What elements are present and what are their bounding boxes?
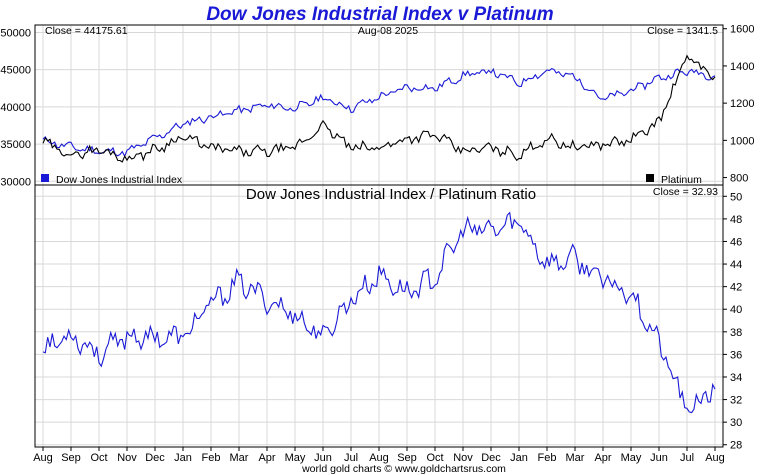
platinum-close-label: Close = 1341.5	[647, 25, 718, 37]
x-tick-label: Sep	[397, 452, 417, 464]
x-tick-label: Oct	[426, 452, 443, 464]
dow-axis-tick-label: 40000	[0, 102, 31, 114]
x-tick-label: Dec	[145, 452, 165, 464]
ratio-axis-tick-label: 40	[730, 304, 742, 316]
dow-close-label: Close = 44175.61	[45, 25, 128, 37]
x-tick-label: Sep	[61, 452, 81, 464]
platinum-axis-tick-label: 800	[730, 173, 748, 185]
chart-title: Dow Jones Industrial Index v Platinum	[206, 4, 553, 25]
x-tick-label: Aug	[369, 452, 389, 464]
ratio-axis-tick-label: 30	[730, 417, 742, 429]
x-tick-label: Mar	[230, 452, 249, 464]
platinum-legend-swatch	[646, 174, 654, 182]
dow-axis-tick-label: 35000	[0, 139, 31, 151]
bottom-gridlines	[35, 185, 727, 451]
date-label: Aug-08 2025	[358, 25, 418, 37]
x-tick-label: Jun	[314, 452, 332, 464]
dow-legend-swatch	[41, 174, 49, 182]
platinum-axis-tick-label: 1600	[730, 24, 754, 36]
ratio-axis-tick-label: 44	[730, 259, 742, 271]
x-tick-label: Aug	[33, 452, 53, 464]
ratio-close-label: Close = 32.93	[653, 186, 718, 198]
footer-credit: world gold charts © www.goldchartsrus.co…	[301, 463, 506, 475]
platinum-axis-tick-label: 1200	[730, 98, 754, 110]
bottom-panel-frame	[34, 184, 724, 448]
platinum-legend-label: Platinum	[661, 174, 702, 186]
x-tick-label: Feb	[202, 452, 221, 464]
dow-axis-tick-label: 50000	[0, 27, 31, 39]
x-tick-label: Apr	[594, 452, 611, 464]
x-axis-tick-labels: Aug Sep Oct Nov Dec Jan Feb Mar Apr May Jun Jul Aug S…	[33, 452, 725, 464]
ratio-axis-tick-label: 34	[730, 372, 742, 384]
x-tick-label: Nov	[117, 452, 137, 464]
x-tick-label: Jan	[510, 452, 528, 464]
x-tick-label: Oct	[90, 452, 107, 464]
bottom-series-group	[42, 211, 716, 414]
ratio-series-line	[42, 211, 716, 414]
x-tick-label: Aug	[705, 452, 725, 464]
x-tick-label: Feb	[538, 452, 557, 464]
ratio-axis-tick-label: 46	[730, 236, 742, 248]
axis-tick-labels: 30000 35000 40000 45000 50000 800 1000 1200 1400…	[0, 24, 754, 452]
x-tick-label: Jun	[650, 452, 668, 464]
ratio-axis-tick-label: 32	[730, 395, 742, 407]
top-series-group	[42, 54, 716, 163]
x-tick-label: Jul	[680, 452, 694, 464]
ratio-axis-tick-label: 42	[730, 282, 742, 294]
x-tick-label: Nov	[453, 452, 473, 464]
ratio-axis-tick-label: 38	[730, 327, 742, 339]
ratio-title: Dow Jones Industrial Index / Platinum Ra…	[246, 186, 536, 203]
dow-axis-tick-label: 45000	[0, 65, 31, 77]
x-tick-label: Mar	[566, 452, 585, 464]
dow-axis-tick-label: 30000	[0, 176, 31, 188]
platinum-axis-tick-label: 1000	[730, 135, 754, 147]
ratio-axis-tick-label: 36	[730, 349, 742, 361]
platinum-series-line	[42, 54, 716, 163]
x-tick-label: May	[621, 452, 642, 464]
x-tick-label: Apr	[258, 452, 275, 464]
x-tick-label: Jul	[344, 452, 358, 464]
x-tick-label: Jan	[174, 452, 192, 464]
top-gridlines	[35, 25, 727, 185]
dow-legend-label: Dow Jones Industrial Index	[56, 174, 183, 186]
x-tick-label: May	[285, 452, 306, 464]
dow-series-line	[42, 67, 716, 158]
x-tick-label: Dec	[481, 452, 501, 464]
ratio-axis-tick-label: 50	[730, 191, 742, 203]
ratio-axis-tick-label: 28	[730, 440, 742, 452]
platinum-axis-tick-label: 1400	[730, 61, 754, 73]
ratio-axis-tick-label: 48	[730, 214, 742, 226]
